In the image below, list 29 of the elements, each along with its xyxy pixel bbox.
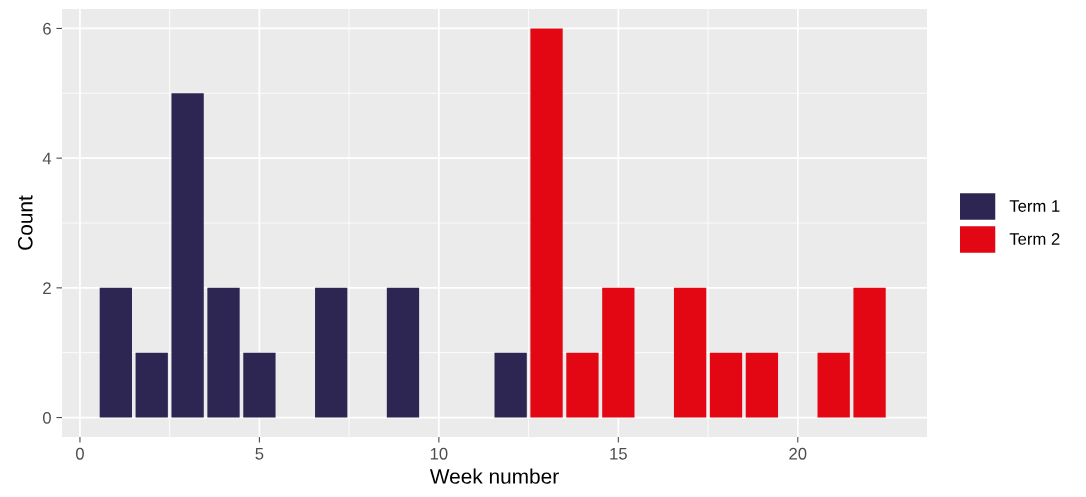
legend-label: Term 2 — [1009, 233, 1060, 245]
bar — [673, 287, 707, 418]
bar — [494, 352, 527, 418]
bar — [530, 28, 563, 418]
legend-label: Term 1 — [1009, 200, 1060, 212]
x-axis-title: Week number — [429, 468, 559, 484]
x-tick-label: 10 — [430, 447, 448, 460]
bar — [135, 352, 168, 418]
bar — [566, 352, 599, 418]
y-tick-label: 0 — [42, 411, 51, 424]
x-tick-label: 15 — [610, 448, 627, 460]
bar — [386, 287, 420, 418]
bar — [853, 287, 886, 418]
bar — [602, 287, 635, 418]
y-axis-title: Count — [17, 195, 33, 250]
bar — [243, 352, 276, 418]
x-tick-label: 0 — [75, 447, 84, 460]
bar — [207, 287, 240, 418]
bar — [817, 352, 850, 418]
y-tick-label: 2 — [43, 282, 51, 294]
bar — [99, 287, 132, 418]
bar — [709, 352, 743, 418]
bar — [315, 287, 348, 418]
y-tick-label: 6 — [43, 22, 51, 35]
y-tick-label: 4 — [42, 152, 52, 165]
x-tick-label: 5 — [255, 448, 264, 460]
x-tick-label: 20 — [789, 447, 807, 460]
bar — [745, 352, 779, 418]
bar — [171, 93, 204, 418]
